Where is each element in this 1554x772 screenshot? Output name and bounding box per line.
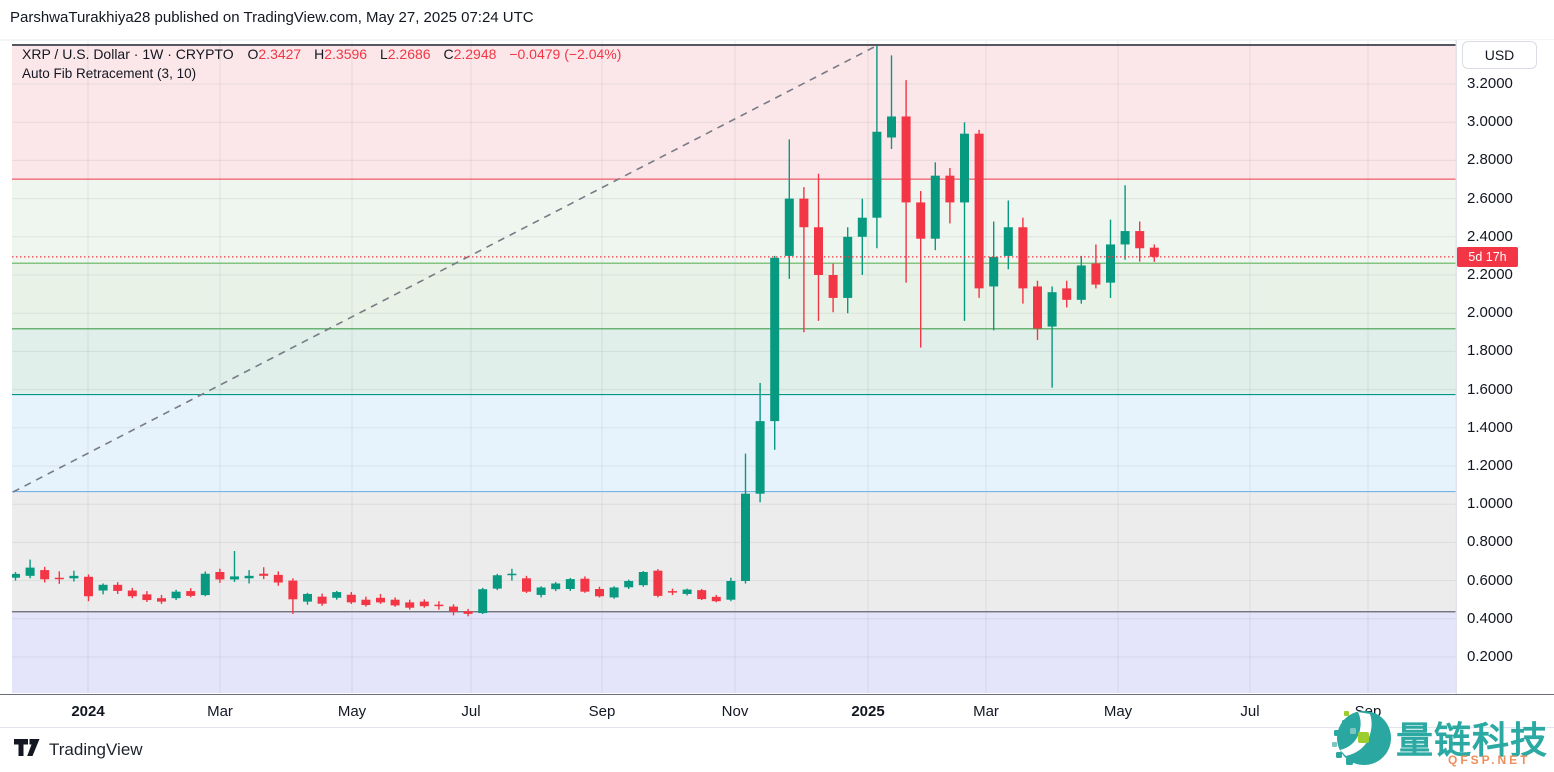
price-tick-label: 2.6000 xyxy=(1467,189,1513,207)
price-tick-label: 3.0000 xyxy=(1467,113,1513,131)
close-label: C xyxy=(443,46,454,62)
price-tick-label: 1.0000 xyxy=(1467,495,1513,513)
time-tick-label: Sep xyxy=(588,703,616,720)
price-tick-label: 1.8000 xyxy=(1467,342,1513,360)
time-tick-label: 2024 xyxy=(71,703,105,720)
close-value: 2.2948 xyxy=(453,46,497,62)
tradingview-brand-text: TradingView xyxy=(49,740,143,759)
watermark: 量链科技 QFSP.NET xyxy=(1330,706,1554,772)
price-tick-label: 0.4000 xyxy=(1467,609,1513,627)
watermark-logo-icon xyxy=(1332,711,1391,765)
price-tick-label: 2.8000 xyxy=(1467,151,1513,169)
symbol-legend[interactable]: XRP / U.S. Dollar · 1W · CRYPTO O2.3427 … xyxy=(22,46,621,62)
published-header: ParshwaTurakhiya28 published on TradingV… xyxy=(10,9,534,26)
price-tick-label: 0.2000 xyxy=(1467,648,1513,665)
price-tick-label: 1.4000 xyxy=(1467,418,1513,436)
time-tick-label: Jul xyxy=(461,703,481,720)
open-value: 2.3427 xyxy=(258,46,302,62)
watermark-text: 量链科技 xyxy=(1396,719,1548,762)
time-tick-label: May xyxy=(337,703,367,720)
price-tick-label: 2.0000 xyxy=(1467,304,1513,322)
price-tick-label: 1.6000 xyxy=(1467,380,1513,398)
time-tick-label: May xyxy=(1103,703,1133,720)
time-tick-label: Mar xyxy=(207,703,233,720)
high-value: 2.3596 xyxy=(324,46,368,62)
open-label: O xyxy=(247,46,259,62)
time-tick-label: Nov xyxy=(721,703,749,720)
high-label: H xyxy=(314,46,325,62)
low-label: L xyxy=(379,46,388,62)
price-tick-label: 2.2000 xyxy=(1467,266,1513,283)
low-value: 2.2686 xyxy=(387,46,431,62)
symbol-title: XRP / U.S. Dollar · 1W · CRYPTO xyxy=(22,46,234,62)
watermark-subtext: QFSP.NET xyxy=(1448,753,1531,767)
currency-toggle-button[interactable]: USD xyxy=(1462,41,1537,69)
time-axis[interactable]: 2024MarMayJulSepNov2025MarMayJulSep xyxy=(0,694,1554,728)
indicator-legend[interactable]: Auto Fib Retracement (3, 10) xyxy=(22,66,197,81)
time-tick-label: Mar xyxy=(973,703,999,720)
price-tick-label: 2.4000 xyxy=(1467,227,1513,245)
price-tick-label: 3.2000 xyxy=(1467,75,1513,92)
tradingview-logo-icon xyxy=(14,739,40,756)
time-tick-label: 2025 xyxy=(851,703,885,720)
price-axis[interactable]: 3.2000 3.0000 2.8000 2.6000 2.4000 2.2000 2.00… xyxy=(1456,40,1554,694)
bar-countdown-badge: 5d 17h xyxy=(1457,246,1518,267)
price-tick-label: 0.8000 xyxy=(1467,533,1513,551)
price-tick-label: 1.2000 xyxy=(1467,457,1513,474)
time-tick-label: Jul xyxy=(1240,703,1260,720)
price-tick-label: 0.6000 xyxy=(1467,571,1513,589)
change-value: −0.0479 (−2.04%) xyxy=(509,46,622,62)
tradingview-brand[interactable]: TradingView xyxy=(14,739,143,761)
